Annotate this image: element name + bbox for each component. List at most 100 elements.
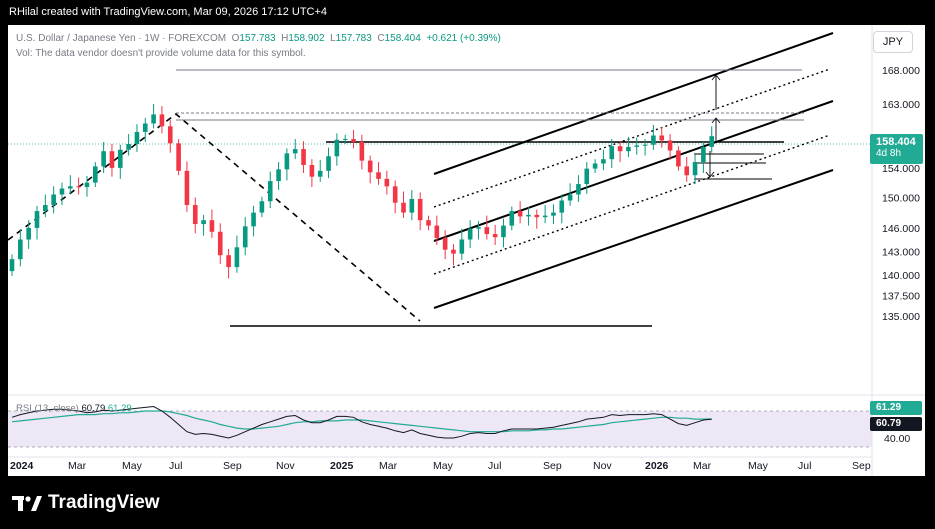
- candle-body: [517, 211, 523, 217]
- header-bar: RHilal created with TradingView.com, Mar…: [0, 0, 935, 25]
- zigzag-trend-line[interactable]: [8, 112, 421, 322]
- candle-body: [117, 149, 123, 168]
- candle-body: [334, 139, 340, 157]
- candle: [667, 134, 673, 160]
- candle: [76, 177, 81, 195]
- candle-body: [126, 144, 131, 150]
- candle-body: [409, 198, 415, 213]
- candle: [659, 127, 665, 148]
- candle: [626, 136, 631, 157]
- candle: [84, 175, 90, 197]
- rsi-axis[interactable]: 40.00: [884, 433, 910, 445]
- candle: [492, 224, 498, 245]
- candle-body: [384, 178, 390, 187]
- candle-body: [9, 259, 15, 272]
- candle-body: [509, 211, 515, 226]
- footer-bar: TradingView: [0, 476, 935, 529]
- candle-body: [142, 123, 148, 132]
- candle-body: [659, 135, 665, 141]
- candle-body: [84, 182, 90, 188]
- time-tick-label: Mar: [379, 460, 398, 472]
- candle-body: [626, 146, 631, 152]
- chart-canvas[interactable]: 168.000 163.000 154.000 150.000 146.000 143.0…: [8, 25, 925, 476]
- time-tick-label: May: [748, 460, 769, 472]
- candle: [601, 149, 606, 171]
- measured-move-arrows[interactable]: [705, 74, 721, 178]
- candle-body: [184, 170, 190, 206]
- candle: [459, 228, 465, 260]
- channel-middle-line[interactable]: [433, 100, 834, 242]
- time-tick-label: Jul: [798, 460, 811, 472]
- candle-body: [342, 139, 348, 141]
- candle-body: [292, 149, 298, 154]
- price-tick-label: 163.000: [882, 99, 920, 111]
- tradingview-logo-icon: [12, 496, 42, 511]
- low-label: L: [330, 33, 336, 44]
- close-label: C: [377, 33, 385, 44]
- candle-body: [68, 186, 73, 189]
- candle: [392, 180, 398, 214]
- last-price-value: 158.404: [876, 136, 916, 148]
- rsi-ma-value: 61.29: [107, 403, 132, 414]
- candle-body: [576, 184, 581, 195]
- drawings[interactable]: [8, 32, 834, 327]
- channel-upper-line[interactable]: [433, 32, 834, 175]
- candle-body: [351, 139, 356, 142]
- time-tick-label: 2026: [645, 460, 669, 472]
- candle: [43, 194, 48, 218]
- candle-body: [276, 169, 281, 182]
- volume-note: Vol: The data vendor doesn't provide vol…: [16, 48, 306, 59]
- candle-body: [651, 135, 656, 145]
- candle-body: [201, 220, 206, 225]
- time-axis[interactable]: 2024 Mar May Jul Sep Nov 2025 Mar May Jul Sep Nov 20…: [10, 460, 871, 472]
- candle: [68, 175, 73, 194]
- candle-body: [359, 141, 365, 161]
- candle: [167, 119, 173, 153]
- candle: [559, 194, 565, 224]
- candle-body: [559, 200, 565, 213]
- channel-lower-line[interactable]: [433, 169, 834, 309]
- candle: [642, 139, 648, 156]
- candle: [159, 106, 165, 134]
- candle: [576, 175, 581, 203]
- candle: [301, 141, 306, 174]
- candle: [542, 205, 548, 224]
- price-axis[interactable]: 168.000 163.000 154.000 150.000 146.000 143.0…: [882, 65, 920, 323]
- candle-body: [134, 131, 140, 145]
- chart-panel[interactable]: 168.000 163.000 154.000 150.000 146.000 143.0…: [8, 25, 925, 476]
- time-tick-label: Mar: [693, 460, 712, 472]
- candle: [242, 217, 248, 256]
- candle-body: [442, 237, 448, 250]
- channel-lower-midline[interactable]: [433, 134, 831, 275]
- candle-body: [26, 227, 31, 240]
- rsi-ma-tag: 61.29: [870, 401, 922, 415]
- candle-body: [251, 212, 256, 227]
- candle: [651, 124, 656, 150]
- candle-body: [18, 239, 23, 260]
- candle-body: [284, 153, 290, 170]
- candle-body: [93, 166, 98, 183]
- candle: [401, 191, 406, 218]
- candle: [534, 209, 540, 229]
- candle: [267, 171, 273, 209]
- tradingview-logo[interactable]: TradingView: [12, 491, 160, 515]
- candle-body: [242, 226, 248, 248]
- candle-body: [76, 186, 81, 188]
- currency-button[interactable]: JPY: [873, 31, 913, 53]
- candle-body: [151, 114, 156, 124]
- candle-body: [484, 227, 490, 235]
- candle-body: [267, 181, 273, 202]
- candle: [51, 186, 56, 214]
- last-price-tag: 158.404 4d 8h: [870, 134, 923, 164]
- time-tick-label: Nov: [593, 460, 612, 472]
- candle: [409, 190, 415, 221]
- channel-upper-midline[interactable]: [433, 68, 831, 208]
- time-tick-label: May: [122, 460, 143, 472]
- candle: [359, 134, 365, 170]
- candle-body: [59, 188, 65, 195]
- candle-body: [534, 214, 540, 218]
- price-tick-label: 135.000: [882, 311, 920, 323]
- candle: [101, 141, 106, 174]
- candle: [501, 218, 506, 248]
